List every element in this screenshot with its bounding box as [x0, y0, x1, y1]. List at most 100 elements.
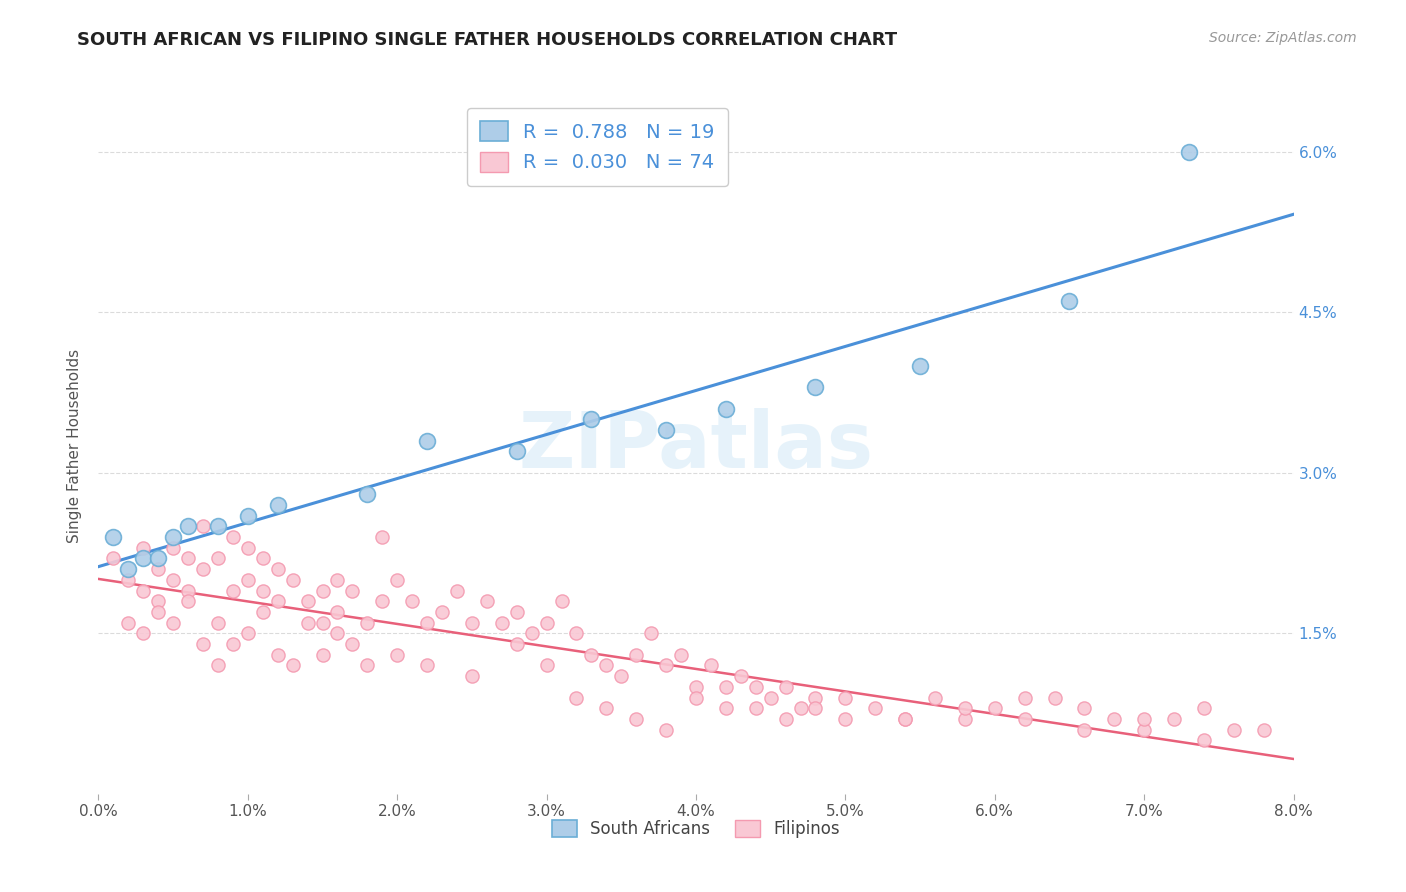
Point [311, 648, 333, 662]
Point [162, 541, 184, 555]
Point [177, 551, 200, 566]
Point [745, 701, 768, 715]
Point [162, 573, 184, 587]
Point [714, 701, 737, 715]
Point [834, 712, 856, 726]
Point [252, 605, 274, 619]
Point [461, 669, 484, 683]
Point [1223, 723, 1246, 737]
Point [655, 658, 678, 673]
Point [356, 487, 378, 501]
Point [775, 712, 797, 726]
Point [267, 594, 290, 608]
Point [356, 658, 378, 673]
Point [908, 359, 931, 373]
Text: ZIPatlas: ZIPatlas [519, 408, 873, 484]
Point [506, 605, 529, 619]
Text: SOUTH AFRICAN VS FILIPINO SINGLE FATHER HOUSEHOLDS CORRELATION CHART: SOUTH AFRICAN VS FILIPINO SINGLE FATHER … [77, 31, 897, 49]
Point [924, 690, 946, 705]
Point [132, 541, 155, 555]
Point [371, 530, 394, 544]
Point [222, 637, 245, 651]
Point [267, 562, 290, 576]
Point [984, 701, 1007, 715]
Point [595, 701, 617, 715]
Point [491, 615, 513, 630]
Text: Source: ZipAtlas.com: Source: ZipAtlas.com [1209, 31, 1357, 45]
Point [550, 594, 572, 608]
Point [177, 583, 200, 598]
Point [536, 658, 558, 673]
Point [326, 573, 349, 587]
Point [536, 615, 558, 630]
Point [191, 562, 214, 576]
Point [132, 583, 155, 598]
Point [191, 637, 214, 651]
Point [1133, 712, 1156, 726]
Point [581, 412, 603, 426]
Point [581, 648, 603, 662]
Point [1163, 712, 1185, 726]
Point [311, 583, 333, 598]
Point [1073, 701, 1095, 715]
Point [894, 712, 917, 726]
Point [1253, 723, 1275, 737]
Point [685, 690, 707, 705]
Point [222, 530, 245, 544]
Point [177, 594, 200, 608]
Point [207, 519, 229, 533]
Point [311, 615, 333, 630]
Point [506, 637, 529, 651]
Point [626, 712, 648, 726]
Point [430, 605, 453, 619]
Legend: South Africans, Filipinos: South Africans, Filipinos [541, 810, 851, 848]
Point [655, 723, 678, 737]
Point [953, 712, 976, 726]
Point [252, 583, 274, 598]
Point [1059, 294, 1081, 309]
Point [626, 648, 648, 662]
Point [132, 626, 155, 640]
Point [1192, 701, 1215, 715]
Y-axis label: Single Father Households: Single Father Households [67, 349, 83, 543]
Point [610, 669, 633, 683]
Point [1014, 712, 1036, 726]
Point [132, 551, 155, 566]
Point [342, 583, 364, 598]
Point [117, 562, 139, 576]
Point [103, 551, 125, 566]
Point [207, 551, 229, 566]
Point [640, 626, 662, 640]
Point [207, 658, 229, 673]
Point [595, 658, 617, 673]
Point [1178, 145, 1201, 159]
Point [236, 541, 259, 555]
Point [953, 701, 976, 715]
Point [865, 701, 887, 715]
Point [385, 648, 409, 662]
Point [401, 594, 423, 608]
Point [714, 401, 737, 416]
Point [236, 626, 259, 640]
Point [1133, 723, 1156, 737]
Point [177, 519, 200, 533]
Point [267, 498, 290, 512]
Point [685, 680, 707, 694]
Point [148, 551, 170, 566]
Point [775, 680, 797, 694]
Point [789, 701, 811, 715]
Point [745, 680, 768, 694]
Point [281, 658, 304, 673]
Point [894, 712, 917, 726]
Point [281, 573, 304, 587]
Point [162, 530, 184, 544]
Point [267, 648, 290, 662]
Point [446, 583, 468, 598]
Point [117, 615, 139, 630]
Point [252, 551, 274, 566]
Point [714, 680, 737, 694]
Point [103, 530, 125, 544]
Point [342, 637, 364, 651]
Point [834, 690, 856, 705]
Point [297, 615, 319, 630]
